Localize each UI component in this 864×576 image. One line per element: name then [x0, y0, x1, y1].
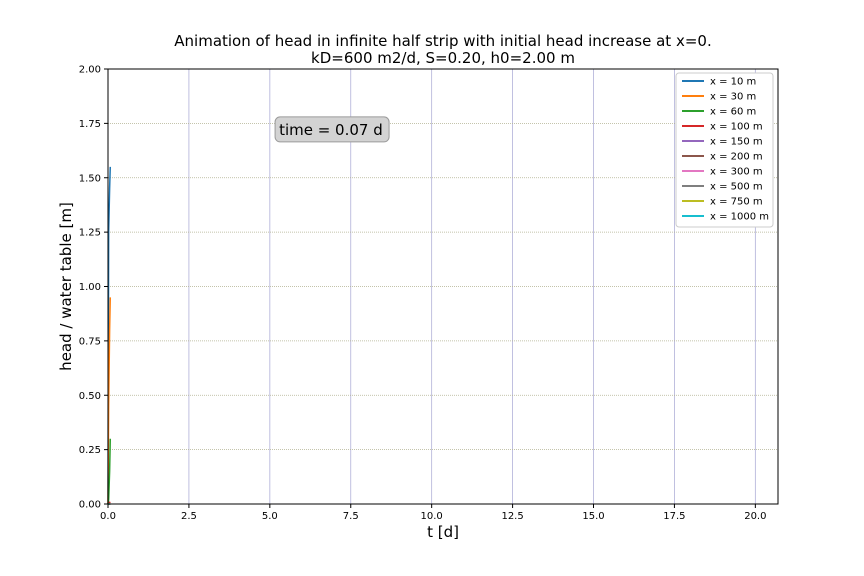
y-tick-label: 1.25 [79, 228, 101, 239]
legend-label: x = 30 m [710, 92, 756, 103]
legend-label: x = 150 m [710, 137, 763, 148]
x-tick-label: 20.0 [744, 511, 766, 522]
y-tick-label: 0.50 [79, 391, 101, 402]
x-axis-ticks: 0.0 2.5 5.0 7.5 10.0 12.5 15.0 17.5 20.0 [100, 504, 766, 522]
x-tick-label: 10.0 [421, 511, 443, 522]
legend-items: x = 10 m x = 30 m x = 60 m x = 100 m x = 150… [682, 77, 769, 223]
chart-title-line2: kD=600 m2/d, S=0.20, h0=2.00 m [311, 49, 575, 67]
y-tick-label: 0.75 [79, 336, 101, 347]
chart-title-line1: Animation of head in infinite half strip… [174, 32, 711, 50]
y-tick-label: 1.75 [79, 119, 101, 130]
grid [107, 68, 778, 505]
x-tick-label: 7.5 [343, 511, 359, 522]
x-tick-label: 15.0 [582, 511, 604, 522]
y-tick-label: 0.00 [79, 500, 101, 511]
time-annotation: time = 0.07 d [274, 116, 390, 143]
y-tick-label: 2.00 [79, 65, 101, 76]
legend-label: x = 200 m [710, 152, 763, 163]
legend-label: x = 60 m [710, 107, 756, 118]
y-axis-ticks: 0.00 0.25 0.50 0.75 1.00 1.25 1.50 1.75 2.00 [79, 65, 108, 511]
y-tick-label: 1.50 [79, 173, 101, 184]
legend: x = 10 m x = 30 m x = 60 m x = 100 m x = 150… [675, 72, 774, 228]
x-tick-label: 12.5 [501, 511, 523, 522]
x-tick-label: 0.0 [100, 511, 116, 522]
legend-label: x = 1000 m [710, 212, 769, 223]
y-tick-label: 1.00 [79, 282, 101, 293]
legend-label: x = 750 m [710, 197, 763, 208]
x-tick-label: 17.5 [663, 511, 685, 522]
y-axis-label: head / water table [m] [57, 202, 75, 371]
time-annotation-text: time = 0.07 d [279, 121, 383, 139]
x-axis-label: t [d] [427, 523, 459, 541]
legend-label: x = 300 m [710, 167, 763, 178]
y-tick-label: 0.25 [79, 445, 101, 456]
x-tick-label: 2.5 [181, 511, 197, 522]
x-tick-label: 5.0 [262, 511, 278, 522]
legend-label: x = 500 m [710, 182, 763, 193]
legend-label: x = 100 m [710, 122, 763, 133]
legend-label: x = 10 m [710, 77, 756, 88]
time-annotation-box [274, 116, 390, 143]
